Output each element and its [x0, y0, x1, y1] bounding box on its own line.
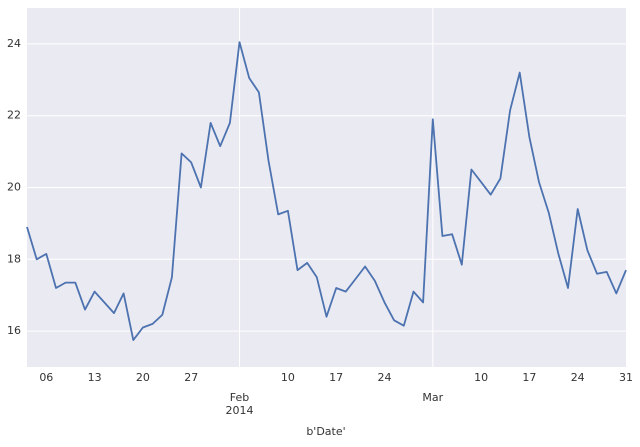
x-tick-label: 10 [281, 371, 295, 384]
y-tick-label: 20 [7, 181, 21, 194]
x-tick-label: 10 [474, 371, 488, 384]
x-tick-label: Mar [422, 391, 443, 404]
x-tick-label: Feb 2014 [226, 391, 254, 417]
x-tick-label: 06 [39, 371, 53, 384]
x-tick-label: 24 [571, 371, 585, 384]
x-tick-label: 13 [88, 371, 102, 384]
y-tick-label: 16 [7, 324, 21, 337]
x-axis-label: b'Date' [306, 425, 345, 438]
x-tick-label: 17 [522, 371, 536, 384]
line [26, 41, 627, 341]
x-tick-label: 24 [377, 371, 391, 384]
y-tick-label: 18 [7, 252, 21, 265]
y-tick-label: 22 [7, 109, 21, 122]
x-tick-label: 27 [184, 371, 198, 384]
x-tick-label: 20 [136, 371, 150, 384]
y-tick-label: 24 [7, 37, 21, 50]
x-tick-label: 17 [329, 371, 343, 384]
x-tick-label: 31 [619, 371, 633, 384]
